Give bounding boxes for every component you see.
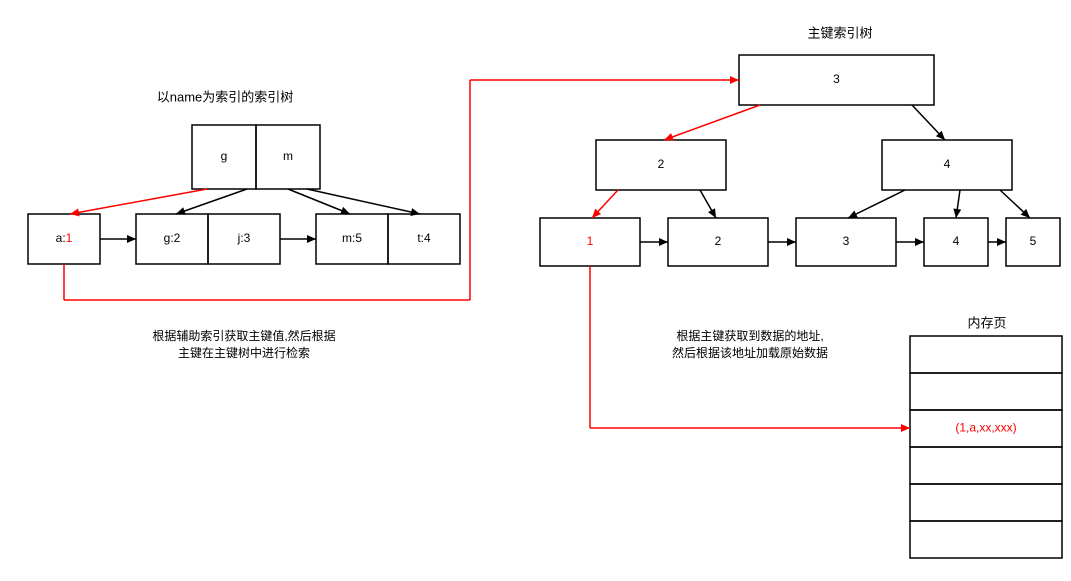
secondary-edge-head	[70, 208, 80, 216]
primary-edge-l2-leaf-head	[953, 209, 961, 218]
secondary-leaf-label: m:5	[342, 231, 362, 245]
memory-row	[910, 521, 1062, 558]
primary-leaf-link-head	[659, 238, 668, 246]
title: 主键索引树	[807, 25, 872, 40]
title: 内存页	[967, 315, 1006, 330]
secondary-leaf-label: t:4	[417, 231, 431, 245]
secondary-edge-head	[176, 207, 186, 215]
secondary-edge-head	[410, 208, 420, 216]
memory-row-label: (1,a,xx,xxx)	[955, 421, 1016, 435]
primary-leaf-link-head	[997, 238, 1006, 246]
primary-leaf-label: 2	[715, 234, 722, 248]
primary-leaf-label: 5	[1030, 234, 1037, 248]
primary-leaf-label: 3	[843, 234, 850, 248]
secondary-leaf-label: g:2	[164, 231, 181, 245]
caption-secondary-to-primary: 根据辅助索引获取主键值,然后根据	[152, 328, 335, 343]
primary-leaf-link-head	[915, 238, 924, 246]
primary-l2-label: 4	[944, 157, 951, 171]
primary-edge-r-l2	[664, 105, 760, 140]
secondary-root-label: g	[221, 149, 228, 163]
memory-row	[910, 484, 1062, 521]
memory-row	[910, 336, 1062, 373]
primary-root-label: 3	[833, 72, 840, 86]
secondary-leaf-link-head	[307, 235, 316, 243]
secondary-leaf-link-head	[127, 235, 136, 243]
primary-leaf-link-head	[787, 238, 796, 246]
memory-row	[910, 447, 1062, 484]
caption-primary-to-memory: 根据主键获取到数据的地址,	[676, 328, 823, 343]
secondary-root-label: m	[283, 149, 293, 163]
primary-leaf-label: 4	[953, 234, 960, 248]
path-secondary-to-primary-head	[730, 76, 739, 84]
title: 以name为索引的索引树	[157, 89, 294, 104]
caption-secondary-to-primary: 主键在主键树中进行检索	[178, 345, 310, 360]
secondary-edge	[288, 189, 350, 214]
primary-leaf-label: 1	[587, 234, 594, 248]
primary-edge-r-l2-head	[664, 133, 674, 141]
secondary-edge	[307, 189, 420, 214]
primary-l2-label: 2	[658, 157, 665, 171]
primary-edge-l2-leaf	[848, 190, 905, 218]
path-primary-to-memory-head	[901, 424, 910, 432]
diagram-stage: 以name为索引的索引树 主键索引树内存页 g m a:1 g:2 j:3 m:5 t:4 3 2 4…	[0, 0, 1071, 581]
caption-primary-to-memory: 然后根据该地址加载原始数据	[672, 345, 828, 360]
memory-row	[910, 373, 1062, 410]
secondary-leaf-label: a:1	[56, 231, 73, 245]
secondary-leaf-label: j:3	[237, 231, 251, 245]
